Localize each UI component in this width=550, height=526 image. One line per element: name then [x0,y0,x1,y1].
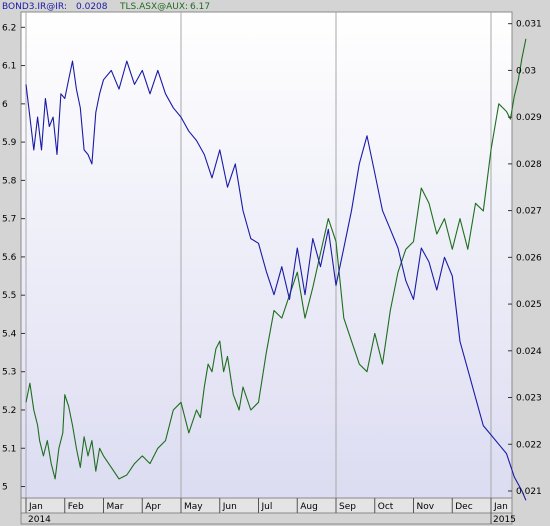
left-tick-label: 5 [2,483,8,493]
right-axis: 0.031 0.03 0.029 0.028 0.027 0.026 0.025 0.024 0… [508,20,542,497]
year-strip [20,512,513,525]
left-tick-label: 6.1 [2,62,16,72]
month-label: Nov [417,502,435,512]
right-tick-label: 0.025 [516,300,542,310]
legend-value-bond: 0.0208 [76,2,108,12]
left-tick-label: 5.1 [2,444,16,454]
gridlines [25,12,492,498]
month-label: Feb [68,502,84,512]
right-tick-label: 0.027 [516,207,542,217]
month-label: Jan [28,502,43,512]
series-layer [25,38,527,501]
left-tick-label: 5.4 [2,329,17,339]
series-line-bond3-ir-ir [25,60,527,501]
month-label: May [184,502,203,512]
left-tick-label: 5.7 [2,215,16,225]
series-line-tls-asx-aux [25,38,527,480]
month-label: Apr [145,502,161,512]
right-tick-label: 0.023 [516,394,542,404]
left-axis: 6.2 6.1 6 5.9 5.8 5.7 5.6 5.5 5.4 5.3 5.2 5.1 5 [2,23,25,493]
right-tick-label: 0.03 [516,66,536,76]
legend-label-tls: TLS.ASX@AUX: [119,2,188,12]
left-tick-label: 5.3 [2,368,16,378]
left-tick-label: 5.9 [2,138,17,148]
month-label: Oct [378,502,394,512]
left-tick-label: 5.6 [2,253,17,263]
month-label: Dec [455,502,472,512]
right-tick-label: 0.028 [516,160,542,170]
month-label: Jun [222,502,237,512]
legend-value-tls: 6.17 [190,2,210,12]
month-label: Jan [493,502,508,512]
right-tick-label: 0.021 [516,487,542,497]
left-tick-label: 5.2 [2,406,16,416]
month-label: Jul [261,502,273,512]
month-label: Sep [339,502,356,512]
left-tick-label: 5.8 [2,176,17,186]
left-tick-label: 5.5 [2,291,16,301]
year-label: 2014 [28,515,51,525]
month-label: Mar [107,502,124,512]
left-tick-label: 6.2 [2,23,16,33]
x-axis: Jan Feb Mar Apr May Jun Jul Aug Sep Oct Nov Dec Jan 2… [20,497,516,525]
left-tick-label: 6 [2,100,8,110]
month-label: Aug [300,502,318,512]
plot-area [20,11,513,499]
right-tick-label: 0.029 [516,113,542,123]
right-tick-label: 0.024 [516,347,542,357]
right-tick-label: 0.022 [516,440,542,450]
legend: BOND3.IR@IR: 0.0208 TLS.ASX@AUX: 6.17 [2,2,210,12]
year-label: 2015 [493,515,516,525]
right-tick-label: 0.026 [516,253,542,263]
legend-label-bond: BOND3.IR@IR: [2,2,67,12]
right-tick-label: 0.031 [516,20,542,30]
